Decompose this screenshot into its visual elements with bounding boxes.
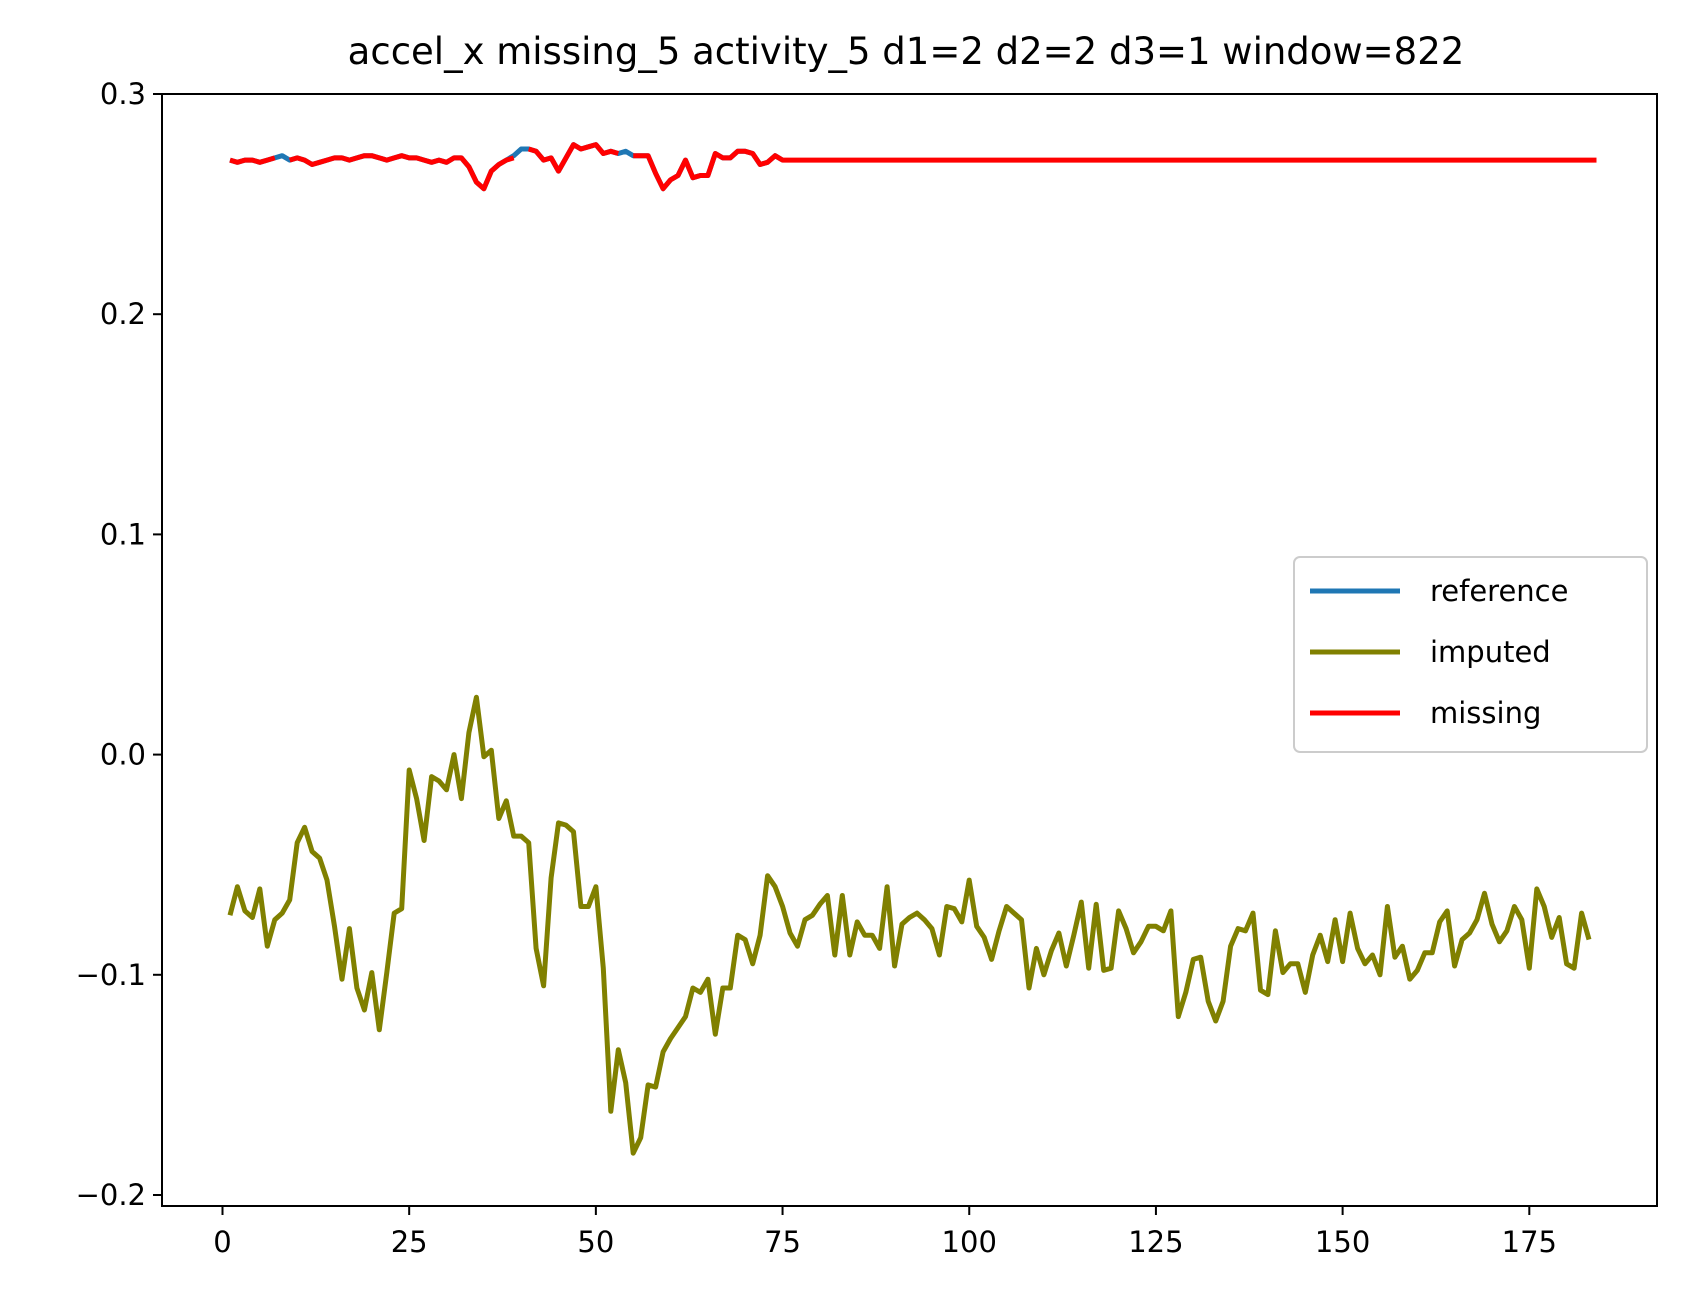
legend-label-missing: missing [1430,696,1541,730]
legend-box [1293,556,1648,753]
y-axis: −0.2 −0.1 0.0 0.1 0.2 0.3 [76,77,162,1212]
legend-label-reference: reference [1430,574,1568,608]
x-tick-label: 25 [391,1225,428,1259]
plot-frame [161,93,1658,1207]
y-tick-label: 0.2 [100,297,146,331]
x-tick-label: 125 [1128,1225,1183,1259]
legend-label-imputed: imputed [1430,635,1551,669]
y-tick-label: 0.3 [100,77,146,111]
series-line-missing [229,142,1597,192]
x-tick-label: 150 [1315,1225,1370,1259]
x-tick-label: 75 [764,1225,801,1259]
x-tick-label: 50 [577,1225,614,1259]
y-tick-label: −0.1 [76,958,146,992]
series-line-imputed [227,694,1592,1156]
y-tick-label: 0.1 [100,517,146,551]
x-tick-label: 0 [213,1225,231,1259]
chart-title: accel_x missing_5 activity_5 d1=2 d2=2 d… [348,30,1465,73]
y-tick-label: −0.2 [76,1178,146,1212]
x-tick-label: 175 [1502,1225,1557,1259]
series-layer [227,142,1597,1156]
legend: reference imputed missing [1293,556,1648,753]
x-axis: 0 25 50 75 100 125 150 175 [213,1206,1557,1259]
x-tick-label: 100 [942,1225,997,1259]
y-tick-label: 0.0 [100,738,146,772]
